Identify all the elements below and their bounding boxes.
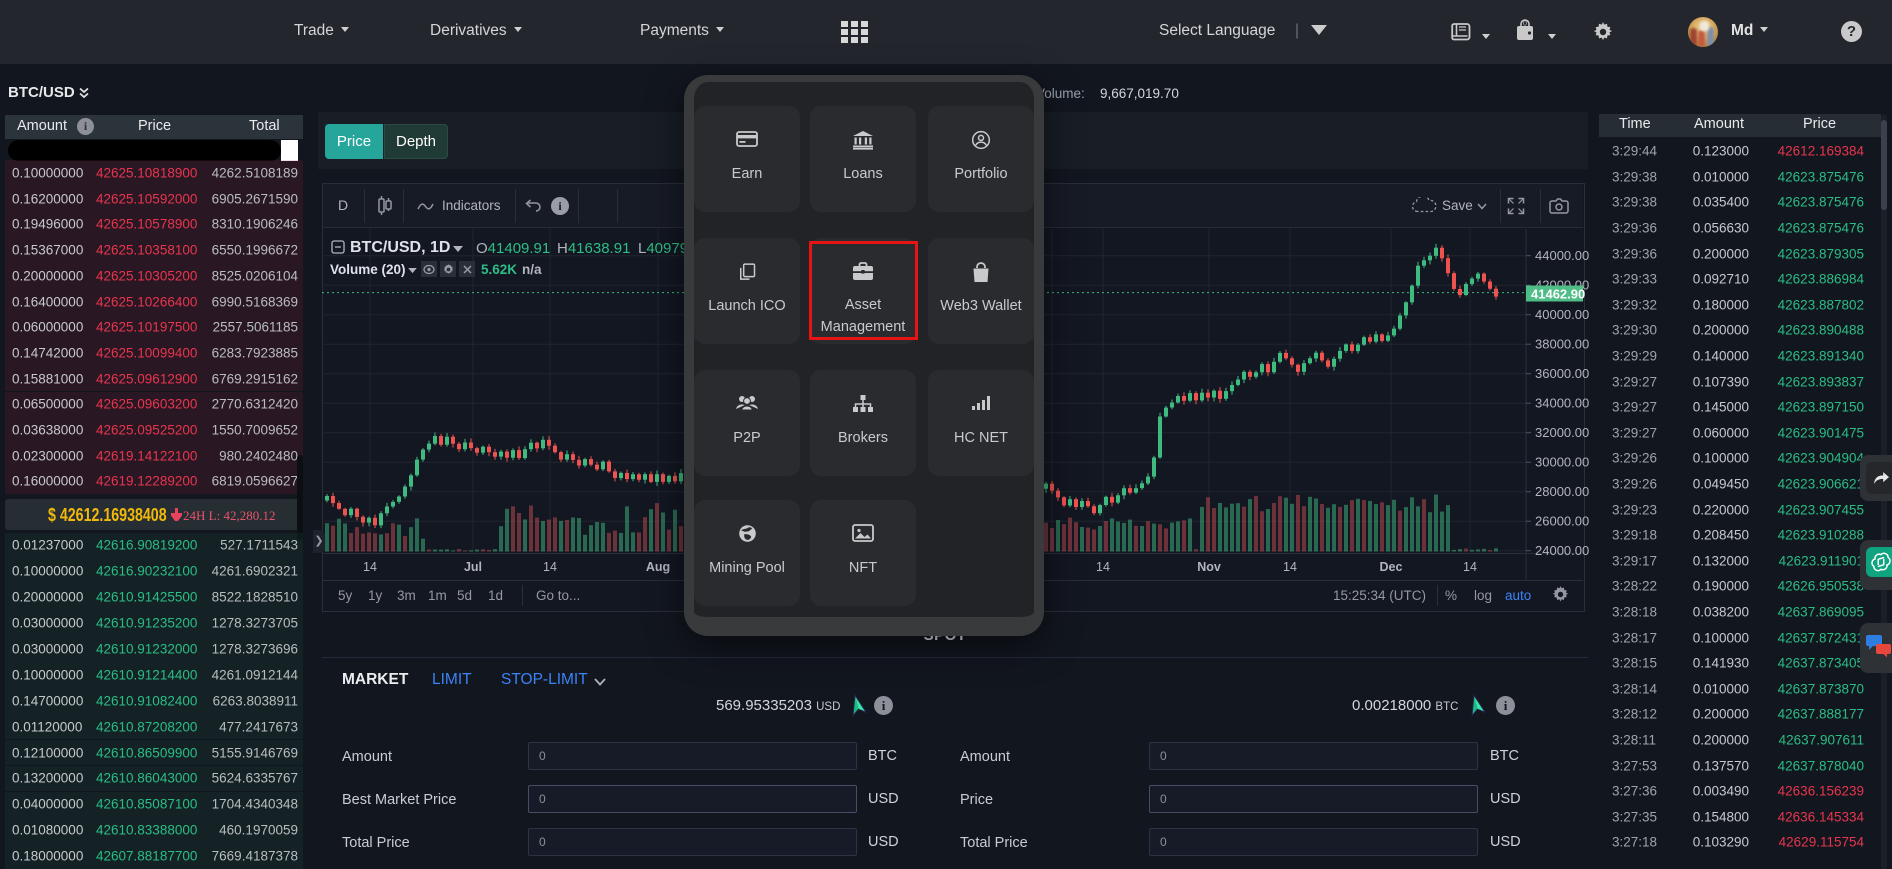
svg-text:14: 14 bbox=[543, 560, 557, 574]
svg-text:14: 14 bbox=[1283, 560, 1297, 574]
svg-text:36000.00: 36000.00 bbox=[1535, 366, 1589, 381]
svg-text:28000.00: 28000.00 bbox=[1535, 484, 1589, 499]
svg-text:44000.00: 44000.00 bbox=[1535, 248, 1589, 263]
svg-text:Nov: Nov bbox=[1197, 560, 1221, 574]
svg-text:Aug: Aug bbox=[646, 560, 670, 574]
svg-text:40000.00: 40000.00 bbox=[1535, 307, 1589, 322]
svg-text:38000.00: 38000.00 bbox=[1535, 337, 1589, 352]
svg-text:14: 14 bbox=[363, 560, 377, 574]
svg-text:24000.00: 24000.00 bbox=[1535, 543, 1589, 558]
svg-text:0: 0 bbox=[1523, 21, 1527, 28]
svg-text:41462.90: 41462.90 bbox=[1531, 287, 1585, 302]
svg-text:34000.00: 34000.00 bbox=[1535, 396, 1589, 411]
svg-text:Dec: Dec bbox=[1380, 560, 1403, 574]
svg-text:Jul: Jul bbox=[464, 560, 482, 574]
svg-text:30000.00: 30000.00 bbox=[1535, 455, 1589, 470]
svg-text:14: 14 bbox=[1096, 560, 1110, 574]
svg-text:14: 14 bbox=[1463, 560, 1477, 574]
svg-text:26000.00: 26000.00 bbox=[1535, 514, 1589, 529]
svg-text:32000.00: 32000.00 bbox=[1535, 425, 1589, 440]
